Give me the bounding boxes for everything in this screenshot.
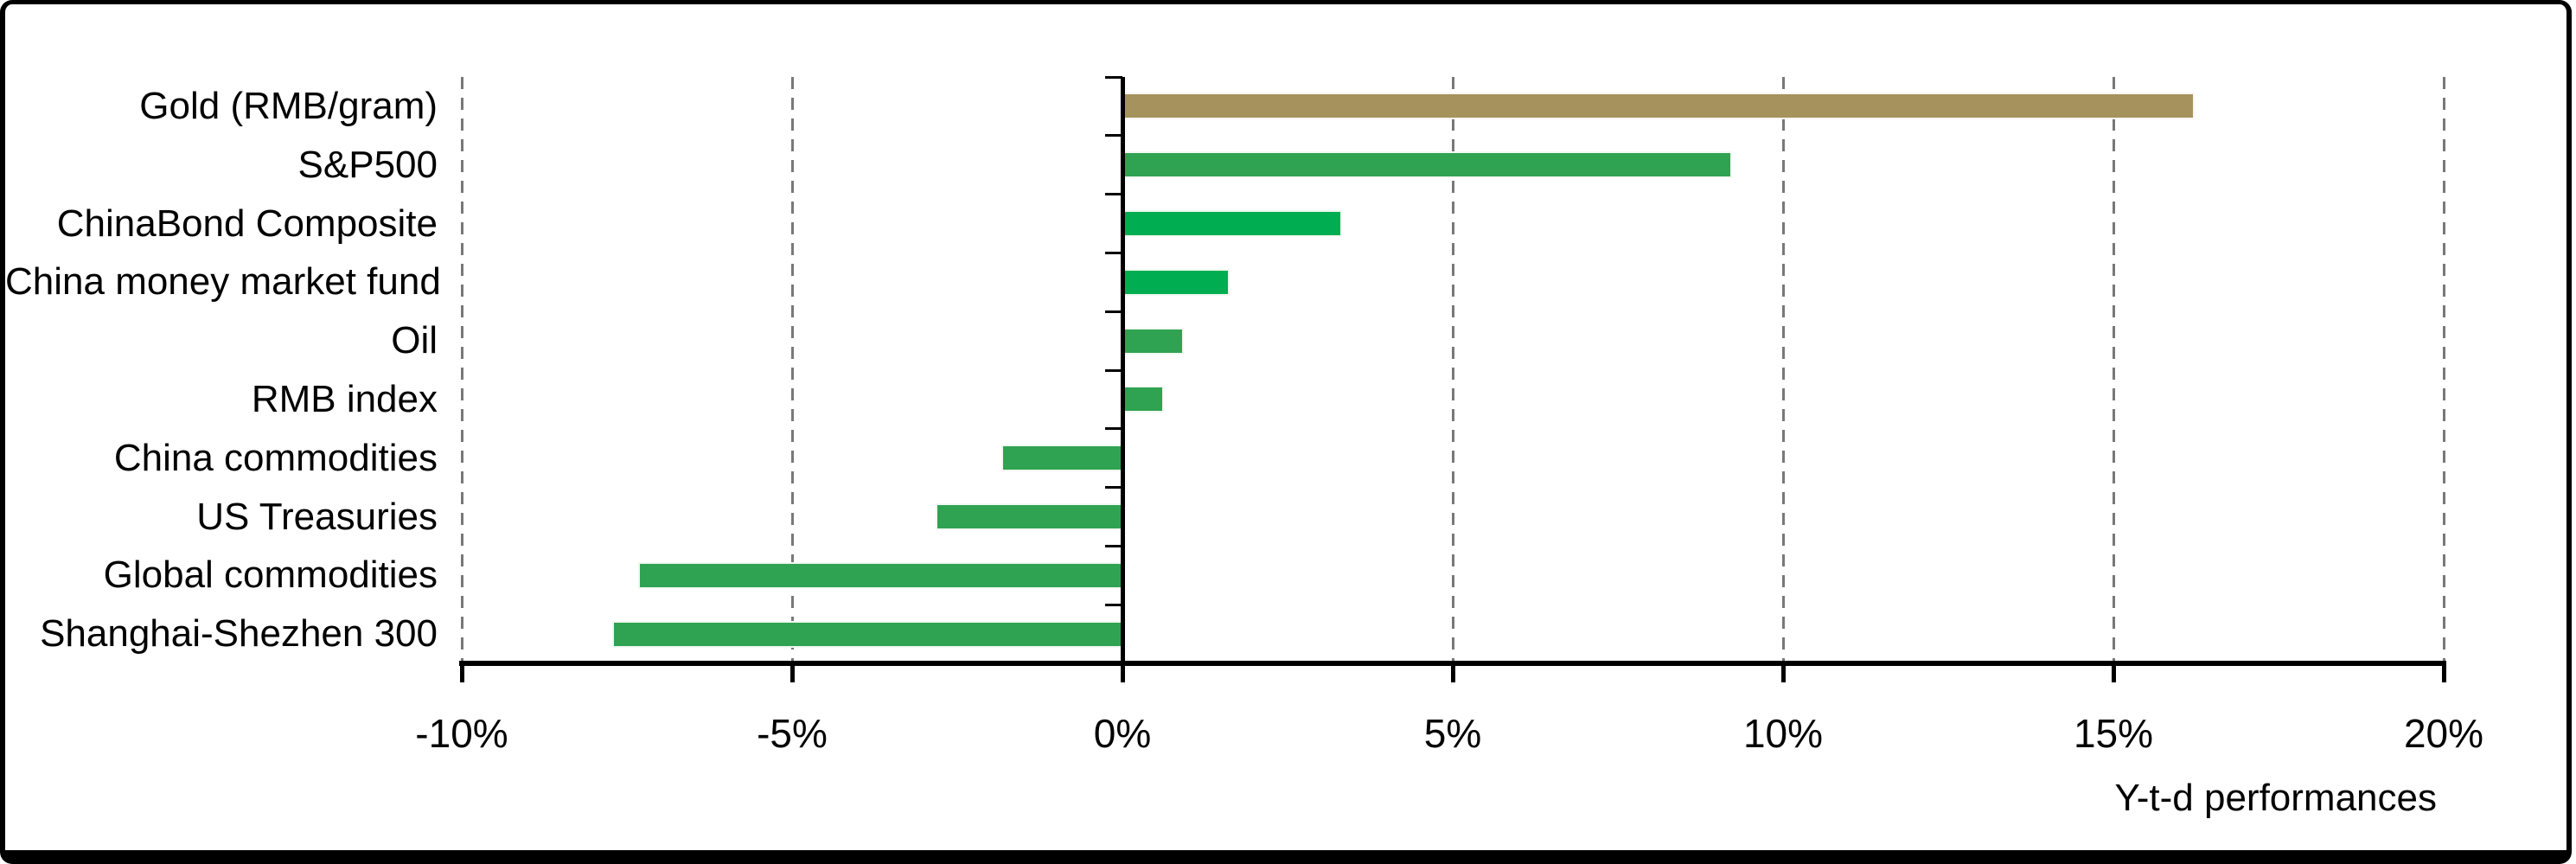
category-label-gold-rmb-gram-: Gold (RMB/gram) <box>139 84 438 127</box>
bar-s-p500 <box>1121 151 1732 179</box>
bar-shanghai-shezhen-300 <box>611 620 1124 648</box>
x-axis-tick--5pct <box>789 663 795 682</box>
bar-chinabond-composite <box>1121 210 1343 237</box>
x-tick-label-5pct: 5% <box>1423 711 1482 756</box>
x-axis-tick-5pct <box>1450 663 1455 682</box>
x-tick-label-15pct: 15% <box>2073 711 2154 756</box>
category-tick <box>1105 544 1122 547</box>
bar-oil <box>1121 327 1184 355</box>
x-tick-label--10pct: -10% <box>415 711 508 756</box>
category-tick <box>1105 251 1122 254</box>
x-axis-tick-20pct <box>2441 663 2446 682</box>
category-label-chinabond-composite: ChinaBond Composite <box>56 202 438 245</box>
category-tick <box>1105 603 1122 606</box>
axes-layer <box>5 4 2566 850</box>
category-label-china-commodities: China commodities <box>113 436 438 479</box>
gridline--10pct <box>460 77 463 663</box>
bar-us-treasuries <box>936 503 1124 530</box>
gridline--5pct <box>790 77 794 663</box>
gridline-20pct <box>2442 77 2445 663</box>
bar-china-commodities <box>1001 445 1124 472</box>
category-label-us-treasuries: US Treasuries <box>196 495 438 538</box>
category-tick <box>1105 310 1122 313</box>
x-axis-tick-0pct <box>1120 663 1125 682</box>
bar-rmb-index <box>1121 386 1164 413</box>
category-tick <box>1105 662 1122 665</box>
gridline-15pct <box>2112 77 2115 663</box>
category-label-shanghai-shezhen-300: Shanghai-Shezhen 300 <box>40 612 438 656</box>
category-tick <box>1105 368 1122 372</box>
bar-china-money-market-fund <box>1121 268 1230 296</box>
x-axis-tick-10pct <box>1780 663 1786 682</box>
category-tick <box>1105 486 1122 490</box>
category-label-china-money-market-fund: China money market fund <box>5 260 441 304</box>
x-axis-tick--10pct <box>459 663 464 682</box>
bar-global-commodities <box>638 561 1124 589</box>
labels-layer: -10% -5% 0% 5% 10% 15% 20% Gold (RMB/gram) S&P50… <box>5 4 2566 850</box>
category-label-s-p500: S&P500 <box>297 143 438 186</box>
gridline-5pct <box>1451 77 1454 663</box>
x-axis-tick-15pct <box>2111 663 2116 682</box>
x-tick-label-20pct: 20% <box>2403 711 2484 756</box>
y-axis-line <box>1120 77 1125 663</box>
x-axis-title: Y-t-d performances <box>2114 777 2437 819</box>
x-tick-label-0pct: 0% <box>1093 711 1152 756</box>
x-tick-label--5pct: -5% <box>757 711 828 756</box>
category-tick <box>1105 75 1122 79</box>
x-tick-label-10pct: 10% <box>1742 711 1824 756</box>
category-label-global-commodities: Global commodities <box>103 554 438 597</box>
gridline-10pct <box>1781 77 1785 663</box>
category-tick <box>1105 193 1122 196</box>
category-tick <box>1105 427 1122 431</box>
gridlines-layer <box>5 4 2566 850</box>
category-label-rmb-index: RMB index <box>251 377 438 420</box>
category-tick <box>1105 134 1122 138</box>
bars-layer <box>5 4 2566 850</box>
bar-gold-rmb-gram- <box>1121 93 2195 120</box>
category-label-oil: Oil <box>391 319 438 362</box>
